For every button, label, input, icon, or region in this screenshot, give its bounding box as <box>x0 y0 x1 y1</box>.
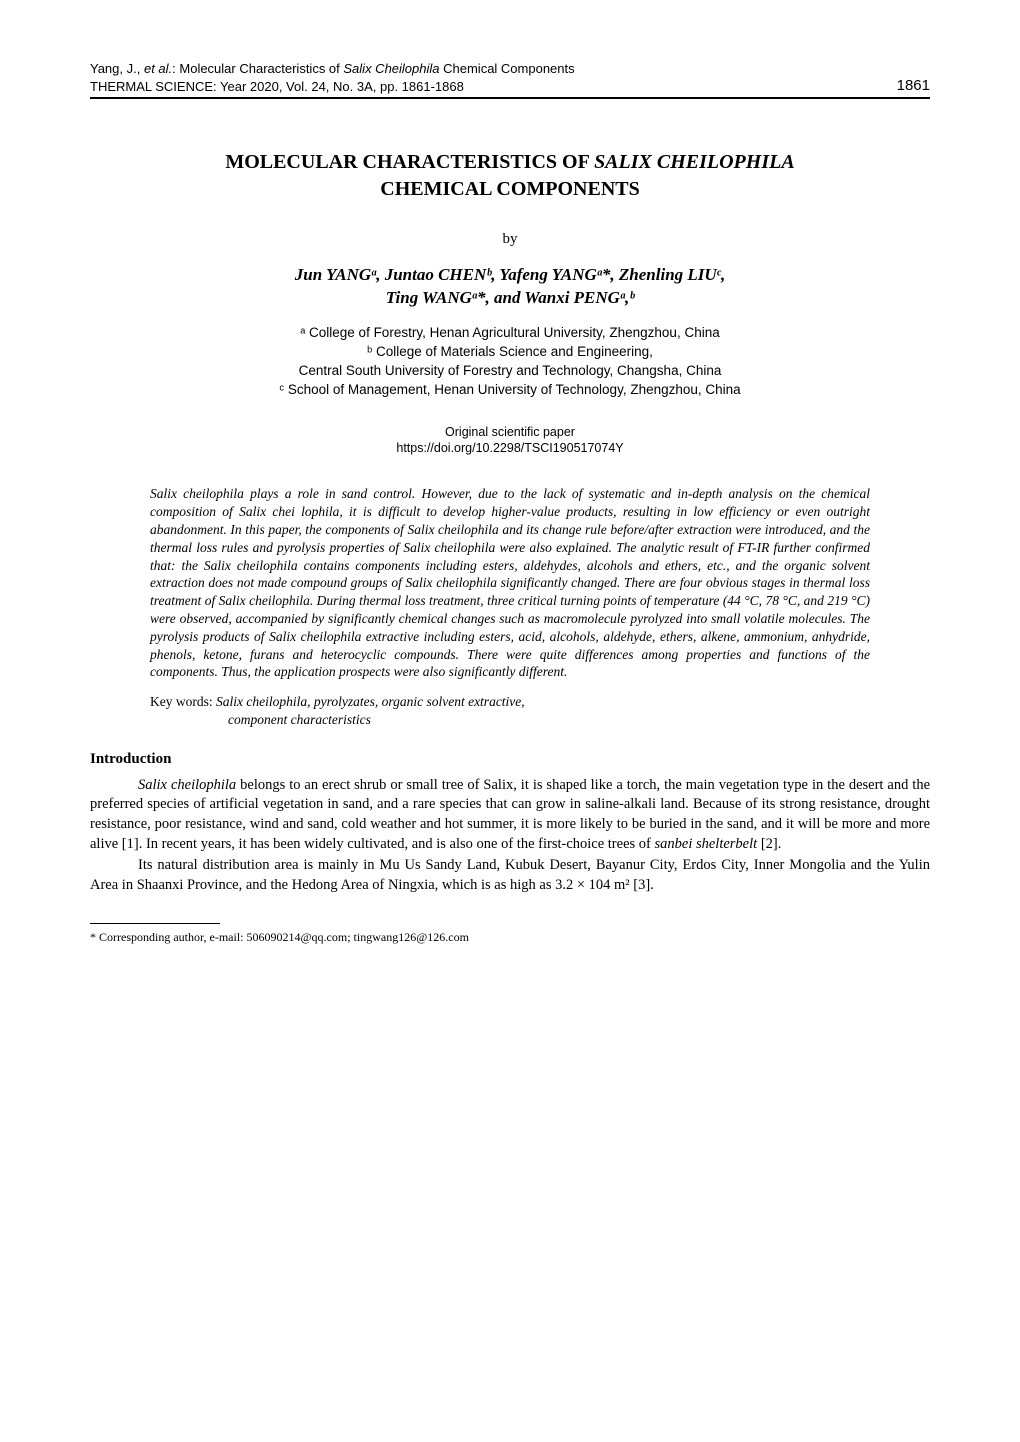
page-number: 1861 <box>897 77 930 95</box>
authors-line2: Ting WANGᵃ*, and Wanxi PENGᵃ,ᵇ <box>386 288 634 307</box>
paper-title: MOLECULAR CHARACTERISTICS OF SALIX CHEIL… <box>90 149 930 203</box>
paper-type-line1: Original scientific paper <box>90 424 930 441</box>
para1-species: Salix cheilophila <box>138 777 236 793</box>
by-label: by <box>90 231 930 248</box>
para1-species2: sanbei shelterbelt <box>654 836 757 852</box>
para1-end: [2]. <box>757 836 781 852</box>
footnote-separator <box>90 923 220 924</box>
affiliation-a: ᵃ College of Forestry, Henan Agricultura… <box>90 324 930 343</box>
affiliation-c: ᶜ School of Management, Henan University… <box>90 381 930 400</box>
section-heading-introduction: Introduction <box>90 751 930 768</box>
title-pre: MOLECULAR CHARACTERISTICS OF <box>225 151 594 173</box>
author-list: Jun YANGᵃ, Juntao CHENᵇ, Yafeng YANGᵃ*, … <box>90 264 930 310</box>
header-author: Yang, J., <box>90 61 144 76</box>
corresponding-author-footnote: * Corresponding author, e-mail: 50609021… <box>90 930 930 945</box>
authors-line1: Jun YANGᵃ, Juntao CHENᵇ, Yafeng YANGᵃ*, … <box>295 265 726 284</box>
body-paragraph-2: Its natural distribution area is mainly … <box>90 856 930 895</box>
header-journal-line: THERMAL SCIENCE: Year 2020, Vol. 24, No.… <box>90 78 575 96</box>
paper-doi: https://doi.org/10.2298/TSCI190517074Y <box>90 440 930 457</box>
abstract: Salix cheilophila plays a role in sand c… <box>150 485 870 681</box>
keywords: Key words: Salix cheilophila, pyrolyzate… <box>150 693 870 729</box>
title-species: SALIX CHEILOPHILA <box>594 151 795 173</box>
header-left: Yang, J., et al.: Molecular Characterist… <box>90 60 575 95</box>
keywords-content1: Salix cheilophila, pyrolyzates, organic … <box>216 694 525 709</box>
header-end: Chemical Components <box>440 61 575 76</box>
header-species: Salix Cheilophila <box>343 61 439 76</box>
paper-type: Original scientific paper https://doi.or… <box>90 424 930 458</box>
affiliation-b: ᵇ College of Materials Science and Engin… <box>90 343 930 362</box>
affiliation-b2: Central South University of Forestry and… <box>90 362 930 381</box>
header-rest: : Molecular Characteristics of <box>172 61 343 76</box>
keywords-content2: component characteristics <box>150 711 870 729</box>
affiliations: ᵃ College of Forestry, Henan Agricultura… <box>90 324 930 400</box>
header-citation-line: Yang, J., et al.: Molecular Characterist… <box>90 60 575 78</box>
title-line2: CHEMICAL COMPONENTS <box>380 178 639 200</box>
header-etal: et al. <box>144 61 172 76</box>
running-header: Yang, J., et al.: Molecular Characterist… <box>90 60 930 99</box>
keywords-label: Key words: <box>150 694 216 709</box>
body-paragraph-1: Salix cheilophila belongs to an erect sh… <box>90 776 930 854</box>
